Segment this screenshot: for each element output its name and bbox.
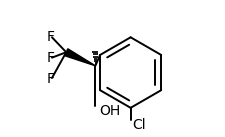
Text: F: F xyxy=(46,51,54,65)
Text: F: F xyxy=(46,30,54,44)
Text: Cl: Cl xyxy=(132,119,146,132)
Polygon shape xyxy=(64,49,95,66)
Text: OH: OH xyxy=(98,104,119,118)
Text: F: F xyxy=(46,72,54,86)
